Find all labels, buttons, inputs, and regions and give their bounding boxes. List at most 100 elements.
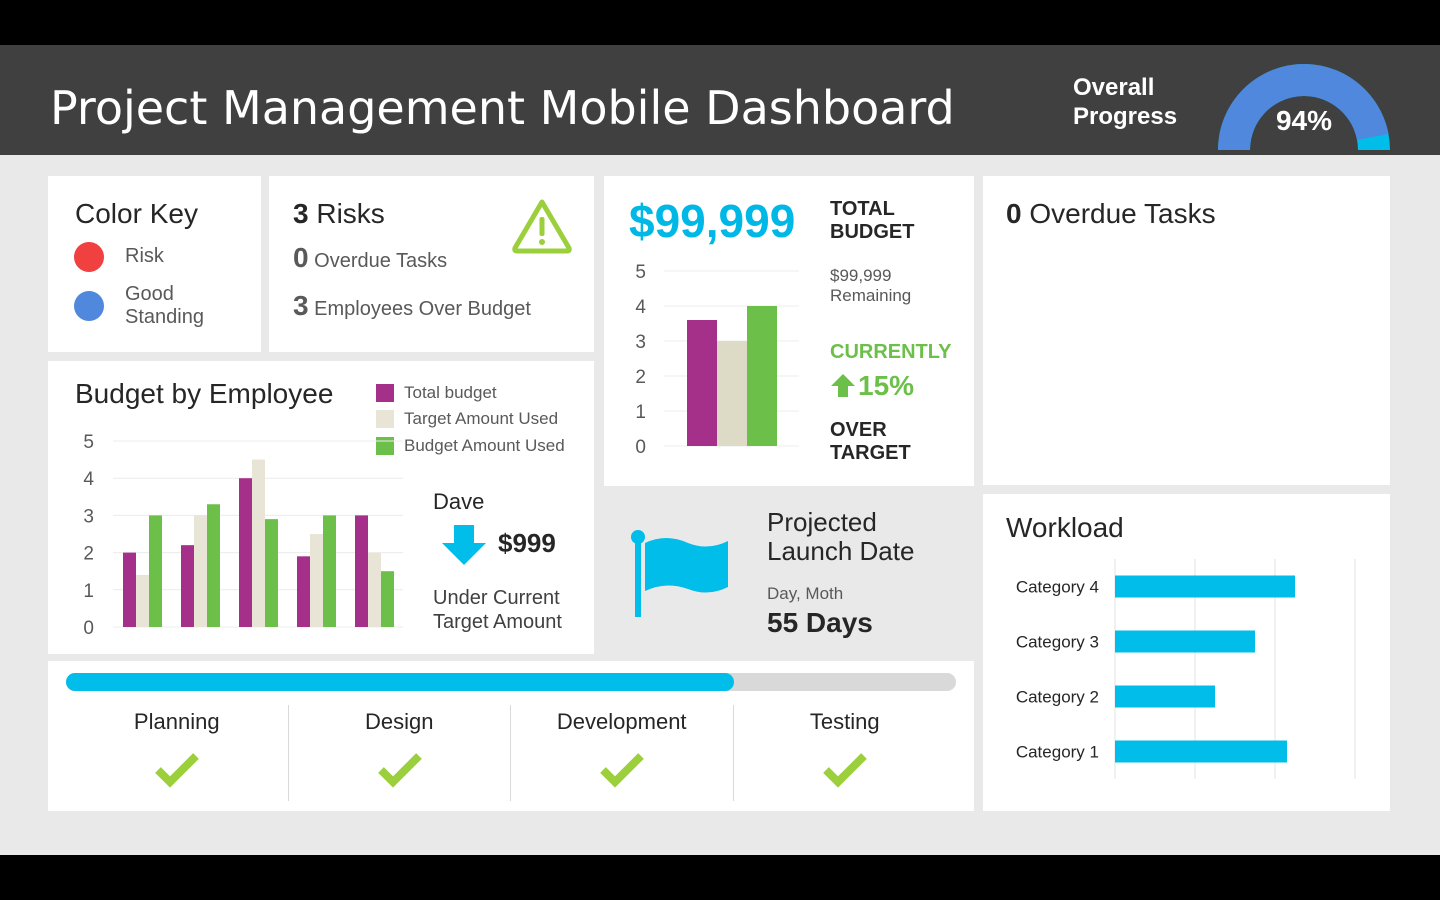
bar	[1115, 740, 1287, 763]
phase-label: Development	[556, 709, 687, 734]
risk-key-label: Risk	[125, 245, 164, 267]
up-arrow-icon	[831, 374, 855, 397]
warning-triangle-icon	[512, 199, 572, 254]
checkmark-icon	[155, 753, 200, 788]
bar	[149, 515, 162, 627]
bar	[1115, 685, 1215, 708]
budget-by-employee-panel: Budget by Employee Total budget Target A…	[48, 361, 594, 654]
down-arrow-icon	[442, 525, 486, 565]
checkmark-path	[822, 753, 867, 788]
y-tick-label: 4	[83, 469, 94, 490]
overdue-tasks-panel: 0 Overdue Tasks	[983, 176, 1390, 485]
y-tick-label: 5	[83, 432, 94, 453]
bar	[239, 478, 252, 627]
bar	[323, 515, 336, 627]
dashboard-slide: Project Management Mobile Dashboard Over…	[0, 45, 1440, 855]
employees-label: Employees Over Budget	[314, 298, 531, 320]
employee-budget-chart: 0 1 2 3 4 5	[83, 432, 403, 639]
bar	[310, 534, 323, 627]
category-label: Category 3	[1016, 633, 1099, 652]
launch-date: Day, Moth	[767, 584, 844, 603]
risk-color-dot	[74, 242, 104, 272]
bar	[355, 515, 368, 627]
page-title: Project Management Mobile Dashboard	[50, 81, 955, 135]
launch-date-panel: Projected Launch Date Day, Moth 55 Days	[604, 486, 974, 661]
bar	[265, 519, 278, 627]
bar	[207, 504, 220, 627]
remaining-text: $99,999 Remaining	[830, 266, 911, 306]
overdue-tasks-line: 0 Overdue Tasks	[293, 242, 447, 274]
employee-note: Under Current Target Amount	[433, 586, 562, 634]
good-standing-line2: Standing	[125, 306, 204, 328]
gauge-fill	[1218, 64, 1389, 150]
category-label: Category 4	[1016, 578, 1099, 597]
launch-days: 55 Days	[767, 607, 873, 638]
total-budget-label: TOTAL BUDGET	[830, 198, 914, 244]
good-standing-line1: Good	[125, 283, 174, 305]
checkmark-path	[377, 753, 422, 788]
budget-by-employee-title: Budget by Employee	[75, 378, 334, 409]
bar	[747, 306, 777, 446]
bar	[194, 515, 207, 627]
launch-title: Projected Launch Date	[767, 508, 914, 566]
overdue-label: Overdue Tasks	[314, 250, 448, 272]
total-budget-label-line2: BUDGET	[830, 221, 915, 243]
good-standing-color-dot	[74, 291, 104, 321]
color-key-panel: Color Key Risk Good Standing	[48, 176, 261, 352]
over-target-line1: OVER	[830, 419, 887, 441]
checkmark-path	[600, 753, 645, 788]
checkmark-path	[155, 753, 200, 788]
employee-note-line1: Under Current	[433, 587, 560, 609]
gauge-value: 94%	[1276, 105, 1332, 136]
launch-title-line2: Launch Date	[767, 536, 915, 566]
color-key-title: Color Key	[75, 198, 198, 229]
employees-over-budget-line: 3 Employees Over Budget	[293, 290, 531, 322]
total-budget-chart: 0 1 2 3 4 5	[635, 262, 799, 458]
total-budget-label-line1: TOTAL	[830, 198, 895, 220]
progress-fill	[66, 673, 734, 691]
y-tick-label: 4	[635, 297, 646, 318]
risks-panel: 3 Risks 0 Overdue Tasks 3 Employees Over…	[269, 176, 594, 352]
phase-label: Design	[365, 709, 434, 734]
phase-label: Planning	[133, 709, 220, 734]
y-tick-label: 0	[83, 618, 94, 639]
phase-label: Testing	[809, 709, 880, 734]
risks-heading: 3 Risks	[293, 198, 385, 230]
phase-design: Design	[289, 705, 511, 801]
y-tick-label: 1	[635, 402, 646, 423]
bar	[687, 320, 717, 446]
legend-total-budget: Total budget	[404, 383, 497, 402]
phase-progress-panel: Planning Design Development Testing	[48, 661, 974, 811]
phase-planning: Planning	[66, 705, 289, 801]
currently-label: CURRENTLY	[830, 341, 952, 363]
y-tick-label: 0	[635, 437, 646, 458]
category-label: Category 2	[1016, 688, 1099, 707]
overall-progress-label: Overall Progress	[1073, 73, 1177, 131]
bar	[1115, 630, 1255, 653]
employee-amount: $999	[498, 528, 556, 558]
total-budget-panel: $99,999 TOTAL BUDGET $99,999 Remaining C…	[604, 176, 974, 486]
bar	[297, 556, 310, 627]
over-target-label: OVER TARGET	[830, 419, 911, 465]
bar	[136, 574, 149, 627]
y-tick-label: 2	[83, 544, 94, 565]
total-budget-amount: $99,999	[629, 195, 796, 247]
good-standing-key-label: Good Standing	[125, 283, 204, 329]
bar	[368, 552, 381, 627]
category-label: Category 1	[1016, 743, 1099, 762]
checkmark-icon	[822, 753, 867, 788]
bar	[1115, 575, 1295, 598]
launch-title-line1: Projected	[767, 507, 877, 537]
remaining-amount: $99,999	[830, 266, 892, 285]
over-target-percent: 15%	[858, 370, 915, 401]
header-bar: Project Management Mobile Dashboard Over…	[0, 45, 1440, 155]
overall-progress-line1: Overall	[1073, 74, 1155, 101]
checkmark-icon	[600, 753, 645, 788]
y-tick-label: 5	[635, 262, 646, 283]
employee-note-line2: Target Amount	[433, 611, 562, 633]
progress-track	[66, 673, 956, 691]
progress-gauge: 94%	[1218, 64, 1390, 150]
overall-progress-line2: Progress	[1073, 103, 1178, 130]
overdue-count: 0	[293, 242, 309, 273]
